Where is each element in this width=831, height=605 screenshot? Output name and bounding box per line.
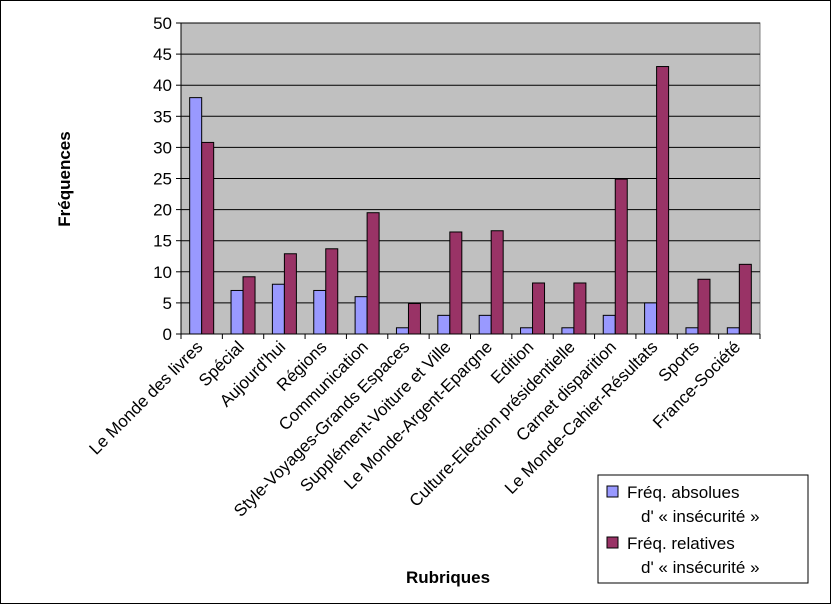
x-tick-label: Le Monde des livres bbox=[85, 337, 206, 458]
bar-relative bbox=[283, 253, 297, 335]
y-tick-label: 20 bbox=[153, 201, 172, 220]
y-tick-label: 25 bbox=[153, 170, 172, 189]
legend-label-absolute-line1: Fréq. absolues bbox=[627, 483, 739, 502]
y-axis-title: Fréquences bbox=[55, 131, 74, 226]
legend-box bbox=[597, 474, 809, 584]
bar-relative bbox=[656, 66, 670, 335]
bar-relative bbox=[532, 282, 546, 335]
bar-absolute bbox=[395, 327, 409, 335]
bar-relative bbox=[366, 212, 380, 335]
bar-absolute bbox=[726, 327, 740, 335]
y-tick-labels: 0 5 10 15 20 25 30 35 40 45 50 bbox=[153, 14, 172, 344]
bar-relative bbox=[407, 303, 421, 335]
bar-relative bbox=[573, 282, 587, 335]
bar-absolute bbox=[437, 314, 451, 335]
bar-absolute bbox=[520, 327, 534, 335]
bar-absolute bbox=[478, 314, 492, 335]
bar-absolute bbox=[189, 97, 203, 335]
bar-relative bbox=[490, 230, 504, 335]
legend-label-relative-line1: Fréq. relatives bbox=[627, 534, 735, 553]
bar-absolute bbox=[644, 302, 658, 335]
y-tick-label: 40 bbox=[153, 76, 172, 95]
x-axis-title: Rubriques bbox=[406, 568, 490, 587]
y-tick-label: 50 bbox=[153, 14, 172, 33]
bar-relative bbox=[201, 141, 215, 335]
legend-label-absolute-line2: d' « insécurité » bbox=[641, 507, 760, 526]
bar-absolute bbox=[271, 283, 285, 335]
y-tick-label: 5 bbox=[163, 294, 172, 313]
bar-relative bbox=[614, 178, 628, 335]
bar-absolute bbox=[685, 327, 699, 335]
bar-relative bbox=[325, 248, 339, 335]
y-tick-label: 30 bbox=[153, 138, 172, 157]
bar-relative bbox=[242, 276, 256, 335]
y-tick-label: 0 bbox=[163, 325, 172, 344]
bar-absolute bbox=[230, 289, 244, 335]
y-tick-label: 10 bbox=[153, 263, 172, 282]
axes bbox=[176, 22, 761, 339]
bar-relative bbox=[738, 263, 752, 335]
bar-relative bbox=[697, 278, 711, 335]
bar-absolute bbox=[561, 327, 575, 335]
y-tick-label: 45 bbox=[153, 45, 172, 64]
legend-swatch-absolute bbox=[606, 485, 619, 498]
bar-absolute bbox=[354, 296, 368, 335]
y-tick-label: 15 bbox=[153, 232, 172, 251]
legend-label-relative-line2: d' « insécurité » bbox=[641, 558, 760, 577]
legend-swatch-relative bbox=[606, 536, 619, 549]
bar-relative bbox=[449, 231, 463, 335]
bar-absolute bbox=[313, 289, 327, 335]
bar-absolute bbox=[602, 314, 616, 335]
legend: Fréq. absolues d' « insécurité » Fréq. r… bbox=[597, 474, 809, 584]
bars bbox=[189, 66, 752, 335]
y-tick-label: 35 bbox=[153, 107, 172, 126]
